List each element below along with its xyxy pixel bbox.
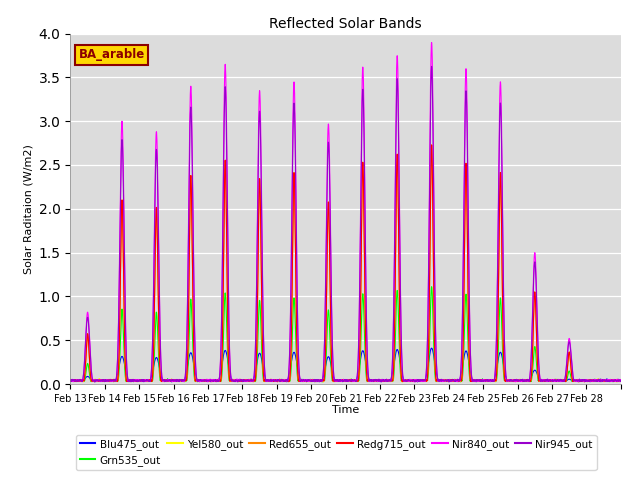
Nir840_out [67,377,74,383]
Legend: Blu475_out, Grn535_out, Yel580_out, Red655_out, Redg715_out, Nir840_out, Nir945_: Blu475_out, Grn535_out, Yel580_out, Red6… [76,435,596,470]
Grn535_out [417,378,424,384]
Line: Nir945_out: Nir945_out [70,66,621,382]
Yel580_out [179,377,187,383]
Grn535_out [318,379,326,385]
Nir945_out [67,378,74,384]
Yel580_out [428,142,435,148]
Blu475_out [179,377,187,383]
Blu475_out [500,365,508,371]
Line: Yel580_out: Yel580_out [70,145,621,382]
Line: Red655_out: Red655_out [70,145,621,382]
Yel580_out [500,362,508,368]
Yel580_out [612,379,620,385]
Grn535_out [428,284,435,289]
Text: BA_arable: BA_arable [79,48,145,61]
Nir945_out [533,312,541,318]
Blu475_out [611,377,619,383]
Nir840_out [179,378,187,384]
Nir945_out [91,379,99,385]
Red655_out [417,377,424,383]
Red655_out [303,379,310,385]
Line: Grn535_out: Grn535_out [70,287,621,382]
Redg715_out [465,333,472,339]
Nir840_out [533,307,541,313]
X-axis label: Time: Time [332,405,359,415]
Grn535_out [179,378,187,384]
Red655_out [500,366,508,372]
Y-axis label: Solar Raditaion (W/m2): Solar Raditaion (W/m2) [23,144,33,274]
Blu475_out [533,371,541,376]
Nir840_out [617,378,625,384]
Grn535_out [67,377,74,383]
Nir945_out [611,378,619,384]
Red655_out [465,342,473,348]
Blu475_out [414,379,422,385]
Nir840_out [417,378,424,384]
Line: Redg715_out: Redg715_out [70,145,621,382]
Line: Blu475_out: Blu475_out [70,348,621,382]
Redg715_out [617,377,625,383]
Red655_out [617,378,625,384]
Grn535_out [533,368,541,373]
Red655_out [67,377,74,383]
Yel580_out [416,377,424,383]
Nir945_out [500,318,508,324]
Nir840_out [500,314,508,320]
Yel580_out [67,378,74,384]
Nir945_out [417,377,424,383]
Yel580_out [465,333,472,339]
Red655_out [179,377,187,383]
Blu475_out [417,377,424,383]
Nir840_out [410,379,418,385]
Grn535_out [611,378,619,384]
Red655_out [428,142,435,148]
Yel580_out [611,378,619,384]
Blu475_out [617,378,625,384]
Grn535_out [500,375,508,381]
Blu475_out [67,377,74,383]
Redg715_out [67,378,74,384]
Redg715_out [416,377,424,383]
Redg715_out [611,377,619,383]
Blu475_out [465,360,473,365]
Nir840_out [428,40,435,46]
Blu475_out [428,345,435,351]
Red655_out [611,378,619,384]
Nir945_out [617,378,625,384]
Title: Reflected Solar Bands: Reflected Solar Bands [269,17,422,31]
Redg715_out [179,378,187,384]
Redg715_out [533,342,541,348]
Nir945_out [179,378,187,384]
Redg715_out [428,142,435,148]
Redg715_out [500,362,508,368]
Nir840_out [611,377,619,383]
Grn535_out [617,377,625,383]
Yel580_out [533,342,541,348]
Line: Nir840_out: Nir840_out [70,43,621,382]
Red655_out [533,348,541,354]
Nir945_out [428,63,435,69]
Yel580_out [617,377,625,383]
Redg715_out [575,379,582,385]
Nir945_out [465,270,473,276]
Nir840_out [465,262,473,267]
Grn535_out [465,365,473,371]
